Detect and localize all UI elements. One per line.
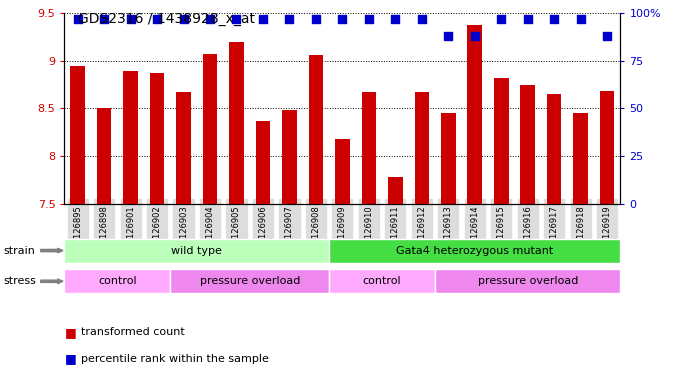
Bar <box>308 55 323 204</box>
Bar <box>123 71 138 204</box>
Text: GDS2316 / 1438928_x_at: GDS2316 / 1438928_x_at <box>78 12 255 25</box>
Point <box>284 16 295 22</box>
Bar <box>414 92 429 204</box>
Bar <box>388 177 403 204</box>
Point <box>125 16 136 22</box>
Bar <box>600 91 614 204</box>
Point <box>363 16 374 22</box>
Point <box>522 16 533 22</box>
Bar <box>203 54 217 204</box>
Text: stress: stress <box>3 276 36 286</box>
Text: Gata4 heterozygous mutant: Gata4 heterozygous mutant <box>396 245 553 256</box>
Text: transformed count: transformed count <box>81 327 185 337</box>
Bar <box>150 73 164 204</box>
Bar <box>521 85 535 204</box>
Point <box>178 16 189 22</box>
Bar <box>435 269 620 293</box>
Point <box>496 16 506 22</box>
Bar <box>468 25 482 204</box>
Point <box>205 16 216 22</box>
Text: strain: strain <box>3 245 35 256</box>
Bar <box>282 110 297 204</box>
Text: control: control <box>363 276 401 286</box>
Bar <box>176 92 191 204</box>
Text: wild type: wild type <box>172 245 222 256</box>
Bar <box>574 113 588 204</box>
Point <box>231 16 242 22</box>
Point <box>390 16 401 22</box>
Bar <box>64 238 329 263</box>
Text: ■: ■ <box>64 353 76 366</box>
Text: ■: ■ <box>64 326 76 339</box>
Text: pressure overload: pressure overload <box>199 276 300 286</box>
Text: pressure overload: pressure overload <box>477 276 578 286</box>
Point <box>416 16 427 22</box>
Bar <box>229 42 244 204</box>
Point <box>469 33 480 39</box>
Point <box>549 16 559 22</box>
Bar <box>329 269 435 293</box>
Point <box>311 16 321 22</box>
Point <box>73 16 83 22</box>
Point <box>601 33 612 39</box>
Point <box>99 16 110 22</box>
Bar <box>329 238 620 263</box>
Point <box>258 16 268 22</box>
Bar <box>361 92 376 204</box>
Bar <box>256 121 271 204</box>
Text: control: control <box>98 276 137 286</box>
Point <box>152 16 163 22</box>
Bar <box>71 66 85 204</box>
Bar <box>97 108 111 204</box>
Bar <box>441 113 456 204</box>
Bar <box>170 269 329 293</box>
Bar <box>547 94 561 204</box>
Point <box>443 33 454 39</box>
Text: percentile rank within the sample: percentile rank within the sample <box>81 354 269 364</box>
Bar <box>64 269 170 293</box>
Bar <box>335 139 350 204</box>
Point <box>337 16 348 22</box>
Bar <box>494 78 508 204</box>
Point <box>575 16 586 22</box>
